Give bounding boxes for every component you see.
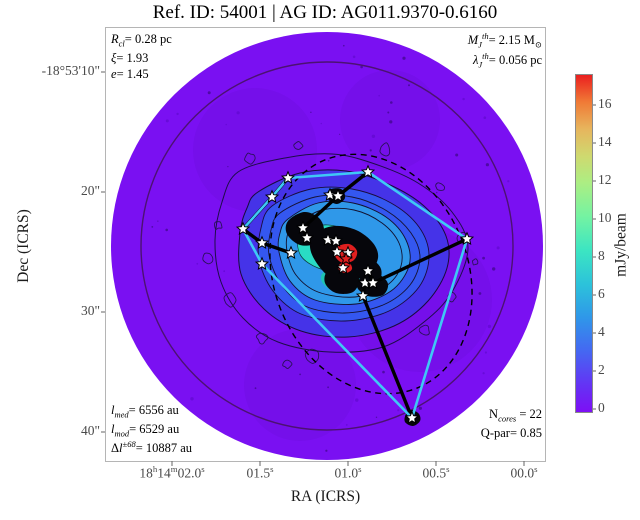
stat-line: ξ= 1.93	[111, 50, 149, 65]
mst-edge-black	[301, 194, 340, 230]
primary-core-marker	[338, 251, 354, 266]
colorbar-tick-label: 2	[598, 362, 605, 377]
aperture-circle	[140, 61, 514, 431]
contour-outer	[214, 153, 469, 353]
y-tick-label: 30"	[80, 303, 100, 318]
mottle-splotch	[340, 70, 440, 170]
stat-line: lmed= 6556 au	[111, 403, 179, 420]
colorbar-tick-label: 8	[598, 248, 605, 263]
core-marker	[283, 245, 299, 260]
stat-line: Δl±68= 10887 au	[111, 439, 193, 456]
mottle-splotch	[244, 329, 356, 441]
contour-island	[472, 258, 479, 266]
stat-line: MJth= 2.15 M⊙	[467, 31, 542, 50]
core-marker	[280, 170, 296, 185]
mst-edge-cyan	[260, 262, 414, 420]
contour-island	[244, 152, 256, 165]
stats-bottom-left: lmed= 6556 au lmod= 6529 au Δl±68= 10887 a…	[111, 402, 192, 457]
mst-edge-cyan	[241, 195, 274, 231]
mst-edge-cyan	[241, 227, 264, 266]
stats-top-left: Rcl= 0.28 pc ξ= 1.93 e= 1.45	[111, 31, 172, 82]
x-tick-label: 00.5s	[422, 464, 450, 481]
core-marker	[329, 244, 345, 259]
core-marker	[355, 288, 371, 303]
contour-island	[293, 141, 304, 150]
contour-island	[213, 221, 223, 230]
contour-island	[435, 182, 446, 191]
plot-frame	[105, 27, 546, 462]
core-marker	[404, 410, 420, 425]
colorbar-tick-label: 10	[598, 210, 612, 225]
colorbar-tick-label: 6	[598, 286, 605, 301]
y-tick-label: 20"	[80, 183, 100, 198]
colorbar-tick-label: 14	[598, 134, 612, 149]
stats-bottom-right: Ncores = 22 Q-par= 0.85	[481, 406, 542, 441]
contour-island	[379, 142, 391, 157]
contour-island	[418, 324, 430, 336]
colorbar-tick-label: 12	[598, 172, 612, 187]
contour-island	[202, 252, 214, 265]
contour-island	[223, 292, 237, 308]
core-marker	[295, 220, 311, 235]
dashed-ellipse	[269, 153, 473, 395]
stat-line: Rcl= 0.28 pc	[111, 32, 172, 49]
colorbar-tick-label: 0	[598, 400, 605, 415]
core-marker	[360, 263, 376, 278]
stat-line: e= 1.45	[111, 66, 149, 81]
colorbar	[575, 74, 593, 413]
x-tick-label: 00.0s	[510, 464, 538, 481]
colorbar-tick-label: 16	[598, 96, 612, 111]
core-marker	[365, 275, 381, 290]
x-axis-label: RA (ICRS)	[290, 488, 361, 505]
core-marker	[254, 256, 270, 271]
core-marker	[322, 187, 338, 202]
mst-edge-black	[336, 170, 370, 198]
stat-line: λJth= 0.056 pc	[472, 50, 542, 70]
core-marker	[330, 188, 346, 203]
colorbar-label: mJy/beam	[612, 213, 630, 277]
mst-edge-black	[371, 237, 469, 285]
stat-line: Ncores = 22	[489, 407, 542, 424]
contour-island	[255, 332, 269, 345]
core-marker	[328, 233, 344, 248]
core-marker	[264, 189, 280, 204]
core-marker	[360, 164, 376, 179]
core-marker	[459, 231, 475, 246]
y-tick-label: 40"	[80, 423, 100, 438]
y-axis-label: Dec (ICRS)	[15, 209, 32, 283]
stat-line: lmod= 6529 au	[111, 421, 180, 439]
core-marker	[320, 232, 336, 247]
core-marker	[335, 260, 351, 275]
core-marker	[235, 221, 251, 236]
y-tick-label: -18°53'10"	[41, 63, 100, 78]
x-tick-label: 18h14m02.0s	[139, 464, 205, 481]
stats-top-right: MJth= 2.15 M⊙ λJth= 0.056 pc	[468, 31, 542, 70]
mst-edge-cyan	[366, 170, 469, 241]
black-clump-lower	[324, 267, 360, 294]
x-tick-label: 01.5s	[246, 464, 274, 481]
x-tick-label: 01.0s	[334, 464, 362, 481]
mst-edge-black	[361, 294, 414, 420]
contour-island	[282, 359, 293, 370]
colorbar-tick-label: 4	[598, 324, 605, 339]
core-marker	[254, 235, 270, 250]
mst-edge-cyan	[410, 237, 469, 420]
figure-title: Ref. ID: 54001 | AG ID: AG011.9370-0.616…	[152, 2, 498, 23]
mst-edge-cyan	[286, 170, 370, 180]
map-area	[111, 32, 543, 460]
core-marker	[299, 230, 315, 245]
stat-line: Q-par= 0.85	[480, 425, 542, 440]
